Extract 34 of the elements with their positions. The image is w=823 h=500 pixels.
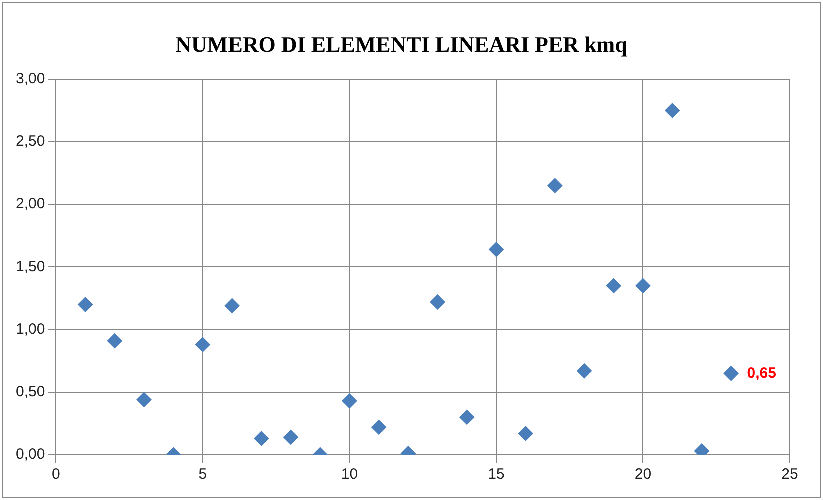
x-tick-label: 20 — [634, 466, 652, 484]
point — [107, 334, 122, 349]
y-tick-label: 2,00 — [16, 196, 46, 213]
chart-title: NUMERO DI ELEMENTI LINEARI PER kmq — [176, 32, 628, 57]
point — [372, 420, 387, 435]
point — [284, 430, 299, 445]
point — [606, 278, 622, 294]
x-tick-label: 15 — [488, 466, 505, 484]
x-tick-label: 0 — [52, 466, 60, 484]
point — [518, 426, 534, 442]
point — [195, 337, 210, 352]
y-tick-label: 0,00 — [16, 446, 46, 464]
point — [577, 364, 592, 379]
y-tick-label: 0,50 — [16, 384, 46, 401]
y-tick-label: 3,00 — [16, 70, 46, 88]
point — [78, 297, 94, 312]
y-tick-label: 2,50 — [16, 133, 46, 150]
y-tick-label: 1,00 — [16, 320, 46, 338]
point — [724, 366, 739, 382]
x-tick-label: 10 — [341, 466, 358, 484]
point — [488, 242, 504, 258]
point — [136, 392, 152, 408]
point — [224, 298, 240, 314]
point — [636, 278, 651, 294]
point — [254, 431, 270, 446]
x-tick-label: 5 — [198, 466, 208, 484]
point — [548, 178, 563, 194]
y-tick-label: 1,50 — [16, 258, 46, 276]
point — [430, 294, 446, 310]
point — [460, 410, 475, 425]
x-tick-label: 25 — [782, 466, 798, 484]
annotation: 0,65 — [747, 364, 776, 382]
point — [665, 103, 680, 118]
point — [342, 394, 358, 409]
